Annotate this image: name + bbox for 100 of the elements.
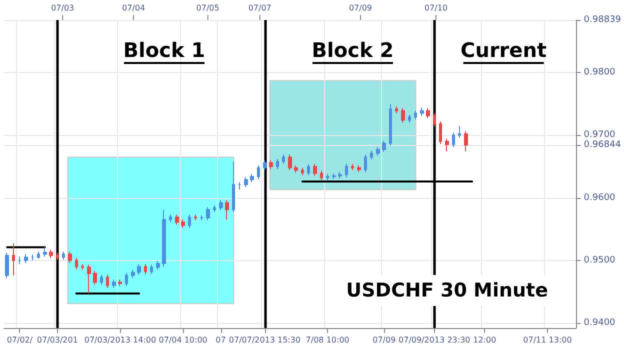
candlestick [62,251,65,260]
candlestick [175,214,179,226]
candlestick [137,264,141,276]
annotation: Block 2 [312,38,394,62]
x-tick-label: 07/04 10:00 [158,336,208,344]
annotation: Current [460,38,547,62]
candlestick [445,138,449,152]
candlestick [31,254,34,261]
candlestick [320,170,323,181]
candlestick [206,206,210,221]
text: 07/04 [122,4,146,12]
candlestick [282,154,285,164]
x-tick-label: 07/02/ [6,336,33,344]
candlestick [294,164,298,174]
candlestick [439,120,442,144]
candlestick [100,274,103,286]
text: 07/09 [348,4,372,12]
candlestick [5,252,9,278]
candlestick [106,274,109,288]
y-tick-label: 0.96844 [584,140,622,150]
candlestick [244,176,248,188]
candlestick [376,146,380,156]
candlestick [112,279,116,288]
candlestick [181,219,185,228]
candlestick [12,242,15,276]
candlestick [408,114,411,124]
candlestick [395,106,398,114]
x-tick-label: 07/03/201 [36,336,78,344]
y-tick-label: 0.9700 [584,130,616,140]
candlestick [93,270,97,286]
y-tick-label: 0.9400 [584,318,616,328]
y-tick-label: 0.9800 [584,68,616,78]
candlestick [232,160,235,213]
x-tick-label: 07/09/2013 23:30 [398,336,470,344]
x-tick-label: 07 [216,336,226,344]
candlestick [150,264,153,275]
candlestick [464,130,468,152]
candlestick [194,214,197,221]
y-tick-label: 0.98839 [584,15,622,25]
candlestick [401,108,405,124]
y-tick-label: 0.9500 [584,255,616,266]
candlestick [332,172,336,180]
candlestick [307,163,310,176]
candlestick [458,125,461,138]
text: 07/07 [248,4,272,12]
candlestick [357,164,361,173]
candlestick [326,173,329,181]
x-tick-label: 07/11 13:00 [523,336,572,344]
candlestick [276,158,279,170]
x-tick-label: 07/09 [372,336,396,344]
candlestick [389,103,392,146]
candlestick [420,107,424,116]
candlestick [238,182,241,190]
candlestick [250,173,254,183]
candlestick [433,112,436,127]
x-tick-label: 07/07/2013 15:30 [228,336,301,344]
candlestick [37,251,40,259]
x-tick-label: 07/03/2013 14:00 [84,336,156,344]
candlestick [75,257,78,270]
y-tick-label: 0.9600 [584,192,616,203]
candlestick [364,154,367,173]
candlestick [269,160,273,170]
candlestick [144,264,147,275]
candlestick [200,214,204,221]
candlestick [131,269,135,278]
text: 07/10 [424,4,448,12]
x-tick-label: 12:00 [473,336,496,344]
candlestick [382,140,386,153]
candlestick [156,260,160,270]
candlestick [56,252,59,260]
candlestick [370,150,373,160]
candlestick [301,167,304,176]
candlestick [351,163,354,171]
text: 07/05 [196,4,220,12]
candlestick [426,108,430,119]
annotation: Block 1 [123,38,206,62]
candlestick [338,172,342,179]
text: 07/03 [51,4,74,12]
candlestick [263,160,267,171]
candlestick [257,164,260,180]
candlestick [313,163,317,176]
candlestick [288,154,292,171]
candlestick [43,246,47,258]
candlestick [219,200,223,211]
candlestick [49,249,53,258]
candlestick [118,279,122,287]
candlestick [345,163,348,178]
candlestick [68,251,72,264]
candlestick [24,254,28,264]
candlestick [162,209,166,268]
candlestick [225,200,229,220]
text: USDCHF 30 Minute [346,280,548,302]
x-tick-label: 7/08 10:00 [306,336,350,344]
candlestick [125,272,128,287]
candlestick [213,204,216,213]
candlestick [452,132,455,148]
candlestick [188,214,191,228]
candlestick [414,110,417,120]
candlestick [18,256,21,265]
candlestick [81,264,84,270]
